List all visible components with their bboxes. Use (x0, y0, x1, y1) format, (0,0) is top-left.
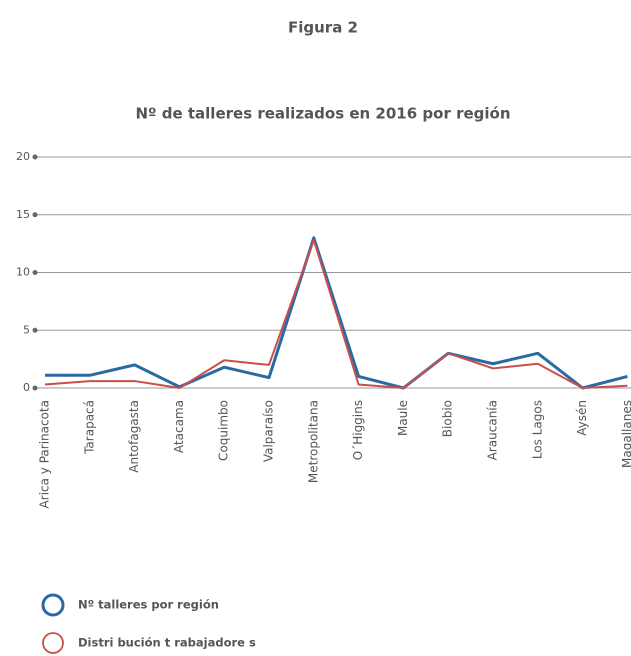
x-tick-label: Valparaíso (262, 400, 276, 462)
legend-label: Distri bución t rabajadore s (78, 636, 256, 650)
x-tick-label: Biobio (441, 400, 455, 437)
tick-dot (32, 154, 38, 160)
chart-title: Nº de talleres realizados en 2016 por re… (136, 105, 511, 123)
legend-marker (42, 632, 64, 654)
y-tick-label: 0 (23, 381, 30, 394)
y-tick-label: 10 (16, 266, 30, 279)
x-tick-label: Tarapacá (82, 400, 96, 455)
x-tick-label: Atacama (172, 400, 186, 453)
x-tick-label: Metropolitana (306, 400, 320, 483)
x-tick-label: O´Higgins (351, 400, 365, 460)
x-tick-label: Maule (396, 400, 410, 436)
legend-marker (41, 593, 65, 617)
tick-dot (32, 270, 38, 275)
tick-dot (32, 385, 38, 391)
x-tick-label: Aysén (575, 400, 589, 436)
x-tick-label: Magallanes (620, 400, 631, 468)
x-tick-label: Coquimbo (217, 400, 231, 461)
x-tick-label: Antofagasta (127, 400, 141, 473)
legend-label: Nº talleres por región (78, 598, 219, 612)
x-tick-label: Araucanía (486, 400, 500, 460)
tick-dot (32, 212, 38, 218)
tick-dot (32, 327, 38, 333)
series-line (45, 236, 628, 390)
x-tick-label: Los Lagos (530, 400, 544, 459)
y-tick-label: 5 (23, 323, 30, 336)
figure-title: Figura 2 (288, 19, 358, 37)
y-tick-label: 15 (16, 208, 30, 221)
x-tick-label: Arica y Parinacota (38, 400, 52, 508)
y-tick-label: 20 (16, 150, 30, 163)
series-line (44, 239, 628, 389)
